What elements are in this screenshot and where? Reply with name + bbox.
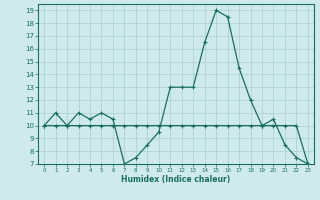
X-axis label: Humidex (Indice chaleur): Humidex (Indice chaleur) xyxy=(121,175,231,184)
